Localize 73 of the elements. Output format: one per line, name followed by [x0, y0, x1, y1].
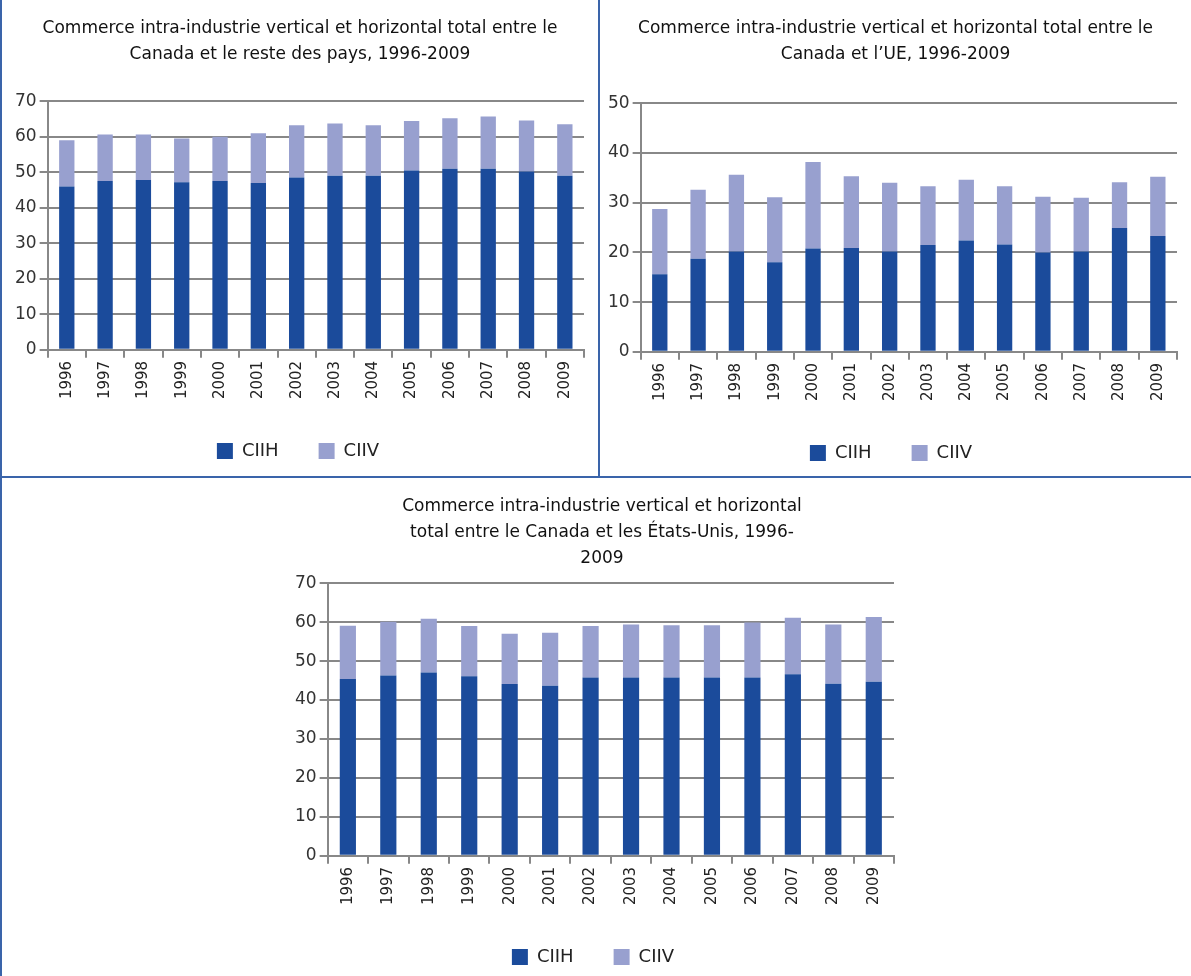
y-tick-label: 70: [294, 571, 317, 592]
y-tick-label: 30: [607, 191, 630, 212]
x-tick-label: 1999: [764, 362, 783, 402]
y-tick-label: 60: [294, 610, 317, 631]
legend-label: CIIV: [936, 440, 973, 462]
x-tick-label: 1997: [378, 866, 397, 906]
y-tick-label: 50: [294, 649, 317, 670]
x-tick-label: 2003: [324, 360, 343, 400]
x-tick-label: 2003: [917, 362, 936, 402]
y-tick-label: 30: [14, 231, 37, 252]
x-tick-label: 1996: [337, 866, 356, 906]
x-tick-label: 2006: [742, 866, 761, 906]
x-tick-label: 2002: [286, 360, 305, 400]
y-tick-label: 50: [607, 91, 630, 112]
x-tick-label: 2000: [802, 362, 821, 402]
y-tick-label: 40: [294, 688, 317, 709]
x-tick-label: 1999: [459, 866, 478, 906]
y-tick-label: 0: [618, 340, 630, 361]
x-tick-label: 2003: [620, 866, 639, 906]
x-tick-label: 2000: [499, 866, 518, 906]
x-tick-label: 2007: [478, 360, 497, 400]
y-tick-label: 10: [14, 302, 37, 323]
x-tick-label: 2002: [879, 362, 898, 402]
y-tick-label: 40: [607, 141, 630, 162]
chart-title: Commerce intra-industrie vertical et horizontal total entre le Canada et l’UE, 1996-2009: [637, 16, 1154, 65]
x-tick-label: 2001: [841, 362, 860, 402]
legend-label: CIIH: [536, 944, 574, 966]
y-tick-label: 20: [607, 240, 630, 261]
x-tick-label: 1999: [171, 360, 190, 400]
legend-label: CIIH: [241, 438, 279, 460]
x-tick-label: 2005: [401, 360, 420, 400]
y-tick-label: 20: [294, 766, 317, 787]
x-tick-label: 1996: [649, 362, 668, 402]
legend-label: CIIH: [834, 440, 872, 462]
x-tick-label: 2004: [363, 360, 382, 400]
x-tick-label: 2005: [994, 362, 1013, 402]
legend-label: CIIV: [638, 944, 675, 966]
y-tick-label: 10: [607, 290, 630, 311]
x-tick-label: 1998: [726, 362, 745, 402]
x-tick-label: 2009: [554, 360, 573, 400]
x-tick-label: 2002: [580, 866, 599, 906]
x-tick-label: 2008: [823, 866, 842, 906]
x-tick-label: 2000: [209, 360, 228, 400]
x-tick-label: 1998: [418, 866, 437, 906]
x-tick-label: 2001: [248, 360, 267, 400]
x-tick-label: 2006: [439, 360, 458, 400]
x-tick-label: 2006: [1032, 362, 1051, 402]
x-tick-label: 2004: [661, 866, 680, 906]
y-tick-label: 0: [25, 338, 37, 359]
chart-title: Commerce intra-industrie vertical et horizontal total entre le Canada et le reste des pays, 1996-2009: [41, 16, 559, 65]
x-tick-label: 2005: [701, 866, 720, 906]
x-tick-label: 2007: [1071, 362, 1090, 402]
legend-label: CIIV: [343, 438, 380, 460]
x-tick-label: 2009: [863, 866, 882, 906]
x-tick-label: 1997: [94, 360, 113, 400]
x-tick-label: 2007: [782, 866, 801, 906]
x-tick-label: 2001: [540, 866, 559, 906]
y-tick-label: 70: [14, 89, 37, 110]
chart-title: Commerce intra-industrie vertical et horizontal total entre le Canada et les États-Unis, 1996-2009: [401, 494, 803, 569]
y-tick-label: 0: [305, 844, 317, 865]
y-tick-label: 10: [294, 805, 317, 826]
y-tick-label: 30: [294, 727, 317, 748]
x-tick-label: 2008: [516, 360, 535, 400]
x-tick-label: 1996: [56, 360, 75, 400]
y-tick-label: 50: [14, 160, 37, 181]
y-tick-label: 20: [14, 267, 37, 288]
y-tick-label: 40: [14, 196, 37, 217]
x-tick-label: 1998: [133, 360, 152, 400]
x-tick-label: 2004: [956, 362, 975, 402]
x-tick-label: 1997: [687, 362, 706, 402]
x-tick-label: 2008: [1109, 362, 1128, 402]
y-tick-label: 60: [14, 125, 37, 146]
x-tick-label: 2009: [1147, 362, 1166, 402]
